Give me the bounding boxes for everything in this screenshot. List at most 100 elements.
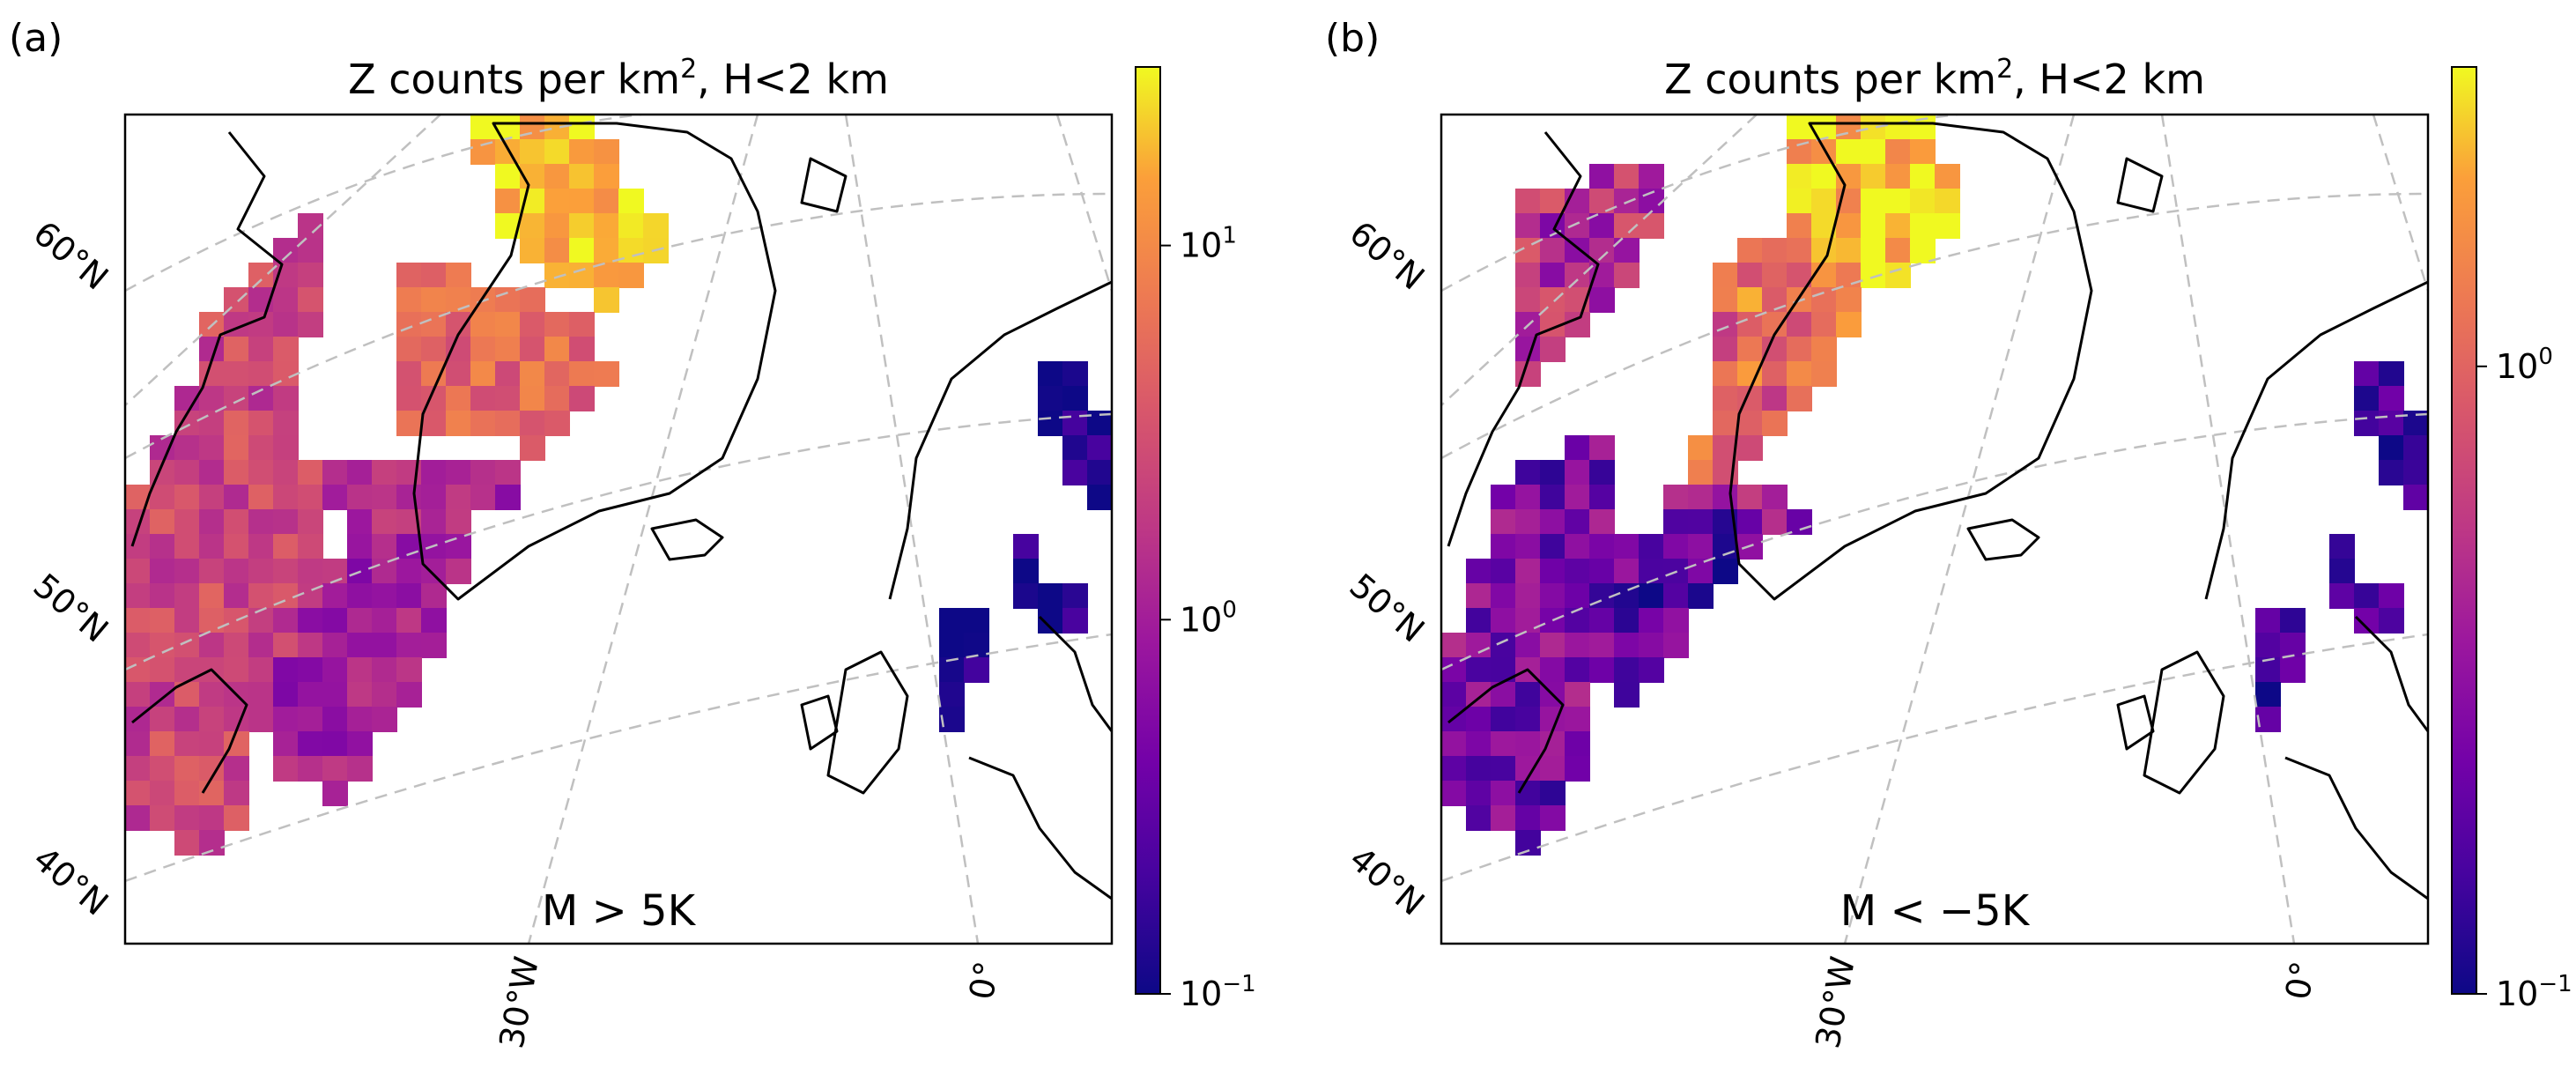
heatmap-cell bbox=[273, 460, 299, 485]
heatmap-cell bbox=[1836, 115, 1862, 140]
heatmap-cell bbox=[1639, 657, 1664, 683]
heatmap-cell bbox=[1565, 263, 1590, 288]
heatmap-cell bbox=[174, 460, 200, 485]
heatmap-cell bbox=[174, 657, 200, 683]
heatmap-cell bbox=[372, 682, 397, 708]
heatmap-cell bbox=[1614, 657, 1640, 683]
heatmap-cell bbox=[594, 213, 619, 239]
colorbar-tick-label: 101 bbox=[1180, 223, 1237, 265]
heatmap-cell bbox=[396, 559, 422, 584]
heatmap-cell bbox=[1639, 534, 1664, 559]
heatmap-cell bbox=[273, 485, 299, 510]
heatmap-cell bbox=[298, 682, 323, 708]
heatmap-cell bbox=[150, 583, 175, 609]
heatmap-cell bbox=[1885, 139, 1911, 165]
heatmap-cell bbox=[273, 731, 299, 757]
heatmap-cell bbox=[421, 460, 447, 485]
heatmap-cell bbox=[1565, 435, 1590, 461]
heatmap-cell bbox=[1515, 633, 1541, 658]
heatmap-cell bbox=[1013, 534, 1039, 559]
heatmap-cell bbox=[1062, 361, 1088, 387]
heatmap-cell bbox=[1540, 287, 1566, 313]
heatmap-cell bbox=[1062, 460, 1088, 485]
heatmap-cell bbox=[1885, 238, 1911, 263]
heatmap-cell bbox=[495, 485, 521, 510]
heatmap-cell bbox=[1565, 460, 1590, 485]
heatmap-cell bbox=[1861, 238, 1886, 263]
heatmap-cell bbox=[421, 485, 447, 510]
heatmap-cell bbox=[273, 707, 299, 732]
heatmap-cell bbox=[1861, 189, 1886, 214]
heatmap-cell bbox=[248, 633, 274, 658]
heatmap-cell bbox=[2403, 460, 2428, 485]
heatmap-cell bbox=[224, 386, 249, 411]
heatmap-cell bbox=[1713, 485, 1738, 510]
heatmap-cell bbox=[396, 583, 422, 609]
heatmap-cell bbox=[1540, 485, 1566, 510]
heatmap-cell bbox=[495, 287, 521, 313]
lat-label-60: 60°N bbox=[1343, 213, 1432, 297]
heatmap-cell bbox=[1466, 805, 1492, 831]
heatmap-cell bbox=[1688, 559, 1714, 584]
heatmap-cell bbox=[1737, 287, 1763, 313]
heatmap-cell bbox=[1935, 164, 1960, 189]
heatmap-cell bbox=[150, 781, 175, 806]
heatmap-cell bbox=[224, 361, 249, 387]
heatmap-cell bbox=[1565, 559, 1590, 584]
heatmap-cell bbox=[396, 386, 422, 411]
heatmap-cell bbox=[174, 559, 200, 584]
heatmap-cell bbox=[1515, 213, 1541, 239]
heatmap-cell bbox=[1565, 608, 1590, 634]
heatmap-cell bbox=[1038, 583, 1063, 609]
colorbar-ticks: 101 100 10−1 bbox=[1160, 223, 1256, 1013]
heatmap-cell bbox=[495, 386, 521, 411]
heatmap-cell bbox=[1515, 781, 1541, 806]
heatmap-cell bbox=[1491, 583, 1516, 609]
heatmap-cell bbox=[594, 238, 619, 263]
heatmap-cell bbox=[396, 411, 422, 436]
heatmap-cell bbox=[1515, 559, 1541, 584]
heatmap-cell bbox=[544, 213, 570, 239]
heatmap-cell bbox=[125, 805, 151, 831]
heatmap-cell bbox=[964, 657, 989, 683]
heatmap-cell bbox=[1062, 583, 1088, 609]
heatmap-cell bbox=[1540, 805, 1566, 831]
heatmap-cell bbox=[446, 411, 471, 436]
heatmap-cell bbox=[594, 139, 619, 165]
lat-label-40: 40°N bbox=[26, 839, 116, 923]
heatmap-cell bbox=[1861, 164, 1886, 189]
heatmap-cell bbox=[1466, 781, 1492, 806]
heatmap-cell bbox=[569, 139, 595, 165]
panel-annotation: M < −5K bbox=[1840, 886, 2031, 936]
heatmap-cell bbox=[2329, 534, 2355, 559]
heatmap-cell bbox=[1688, 534, 1714, 559]
heatmap-cell bbox=[1491, 781, 1516, 806]
heatmap-cell bbox=[2354, 386, 2380, 411]
heatmap-cell bbox=[2255, 608, 2281, 634]
heatmap-cell bbox=[1762, 386, 1788, 411]
heatmap-cell bbox=[1515, 263, 1541, 288]
heatmap-cell bbox=[446, 460, 471, 485]
heatmap-cell bbox=[1441, 657, 1467, 683]
heatmap-cell bbox=[569, 238, 595, 263]
panel-label: (a) bbox=[9, 16, 63, 61]
heatmap-cell bbox=[1910, 213, 1936, 239]
heatmap-cell bbox=[2379, 583, 2404, 609]
heatmap-cell bbox=[1737, 263, 1763, 288]
heatmap-cell bbox=[125, 731, 151, 757]
heatmap-cell bbox=[2379, 411, 2404, 436]
heatmap-cell bbox=[174, 805, 200, 831]
colorbar-gradient bbox=[1135, 66, 1161, 995]
heatmap-cell bbox=[298, 633, 323, 658]
heatmap-cell bbox=[322, 485, 348, 510]
heatmap-cell bbox=[273, 559, 299, 584]
heatmap-cell bbox=[199, 633, 225, 658]
heatmap-cell bbox=[1787, 189, 1812, 214]
heatmap-cell bbox=[372, 583, 397, 609]
heatmap-cell bbox=[298, 287, 323, 313]
heatmap-cell bbox=[150, 559, 175, 584]
heatmap-cell bbox=[421, 633, 447, 658]
heatmap-cell bbox=[1589, 534, 1615, 559]
heatmap-cell bbox=[1811, 189, 1837, 214]
heatmap-cell bbox=[150, 707, 175, 732]
